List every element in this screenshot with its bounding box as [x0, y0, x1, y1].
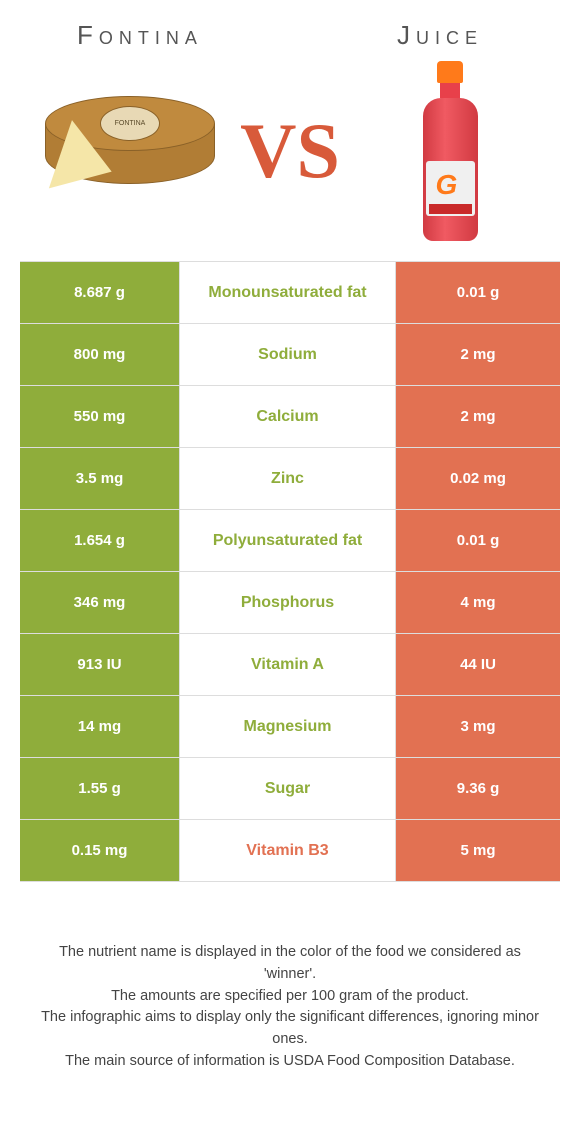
table-row: 14 mgMagnesium3 mg [20, 696, 560, 758]
right-value: 9.36 g [395, 758, 560, 819]
right-value: 2 mg [395, 386, 560, 447]
left-value: 1.55 g [20, 758, 180, 819]
bottle-icon: G [423, 61, 478, 241]
table-row: 1.55 gSugar9.36 g [20, 758, 560, 820]
nutrient-label: Vitamin A [180, 634, 395, 695]
right-value: 44 IU [395, 634, 560, 695]
nutrient-label: Sugar [180, 758, 395, 819]
left-value: 3.5 mg [20, 448, 180, 509]
cheese-icon: FONTINA [45, 96, 215, 206]
image-row: FONTINA VS G [0, 61, 580, 261]
table-row: 913 IUVitamin A44 IU [20, 634, 560, 696]
left-value: 0.15 mg [20, 820, 180, 881]
table-row: 346 mgPhosphorus4 mg [20, 572, 560, 634]
footer-line: The amounts are specified per 100 gram o… [35, 986, 545, 1008]
nutrient-table: 8.687 gMonounsaturated fat0.01 g800 mgSo… [20, 261, 560, 882]
table-row: 0.15 mgVitamin B35 mg [20, 820, 560, 882]
left-value: 800 mg [20, 324, 180, 385]
table-row: 800 mgSodium2 mg [20, 324, 560, 386]
right-value: 0.01 g [395, 510, 560, 571]
nutrient-label: Vitamin B3 [180, 820, 395, 881]
right-image: G [360, 61, 540, 241]
nutrient-label: Sodium [180, 324, 395, 385]
right-title: Juice [340, 20, 540, 51]
footer-line: The nutrient name is displayed in the co… [35, 942, 545, 986]
left-image: FONTINA [40, 61, 220, 241]
right-value: 3 mg [395, 696, 560, 757]
right-value: 5 mg [395, 820, 560, 881]
right-value: 0.01 g [395, 262, 560, 323]
footer-line: The main source of information is USDA F… [35, 1051, 545, 1073]
header: Fontina Juice [0, 0, 580, 61]
table-row: 3.5 mgZinc0.02 mg [20, 448, 560, 510]
left-value: 14 mg [20, 696, 180, 757]
footer-notes: The nutrient name is displayed in the co… [0, 882, 580, 1073]
nutrient-label: Calcium [180, 386, 395, 447]
footer-line: The infographic aims to display only the… [35, 1007, 545, 1051]
table-row: 8.687 gMonounsaturated fat0.01 g [20, 262, 560, 324]
left-value: 550 mg [20, 386, 180, 447]
left-title: Fontina [40, 20, 240, 51]
nutrient-label: Phosphorus [180, 572, 395, 633]
left-value: 1.654 g [20, 510, 180, 571]
table-row: 1.654 gPolyunsaturated fat0.01 g [20, 510, 560, 572]
nutrient-label: Monounsaturated fat [180, 262, 395, 323]
nutrient-label: Zinc [180, 448, 395, 509]
left-value: 913 IU [20, 634, 180, 695]
right-value: 2 mg [395, 324, 560, 385]
right-value: 4 mg [395, 572, 560, 633]
vs-label: VS [240, 106, 340, 196]
nutrient-label: Polyunsaturated fat [180, 510, 395, 571]
right-value: 0.02 mg [395, 448, 560, 509]
left-value: 346 mg [20, 572, 180, 633]
table-row: 550 mgCalcium2 mg [20, 386, 560, 448]
left-value: 8.687 g [20, 262, 180, 323]
nutrient-label: Magnesium [180, 696, 395, 757]
